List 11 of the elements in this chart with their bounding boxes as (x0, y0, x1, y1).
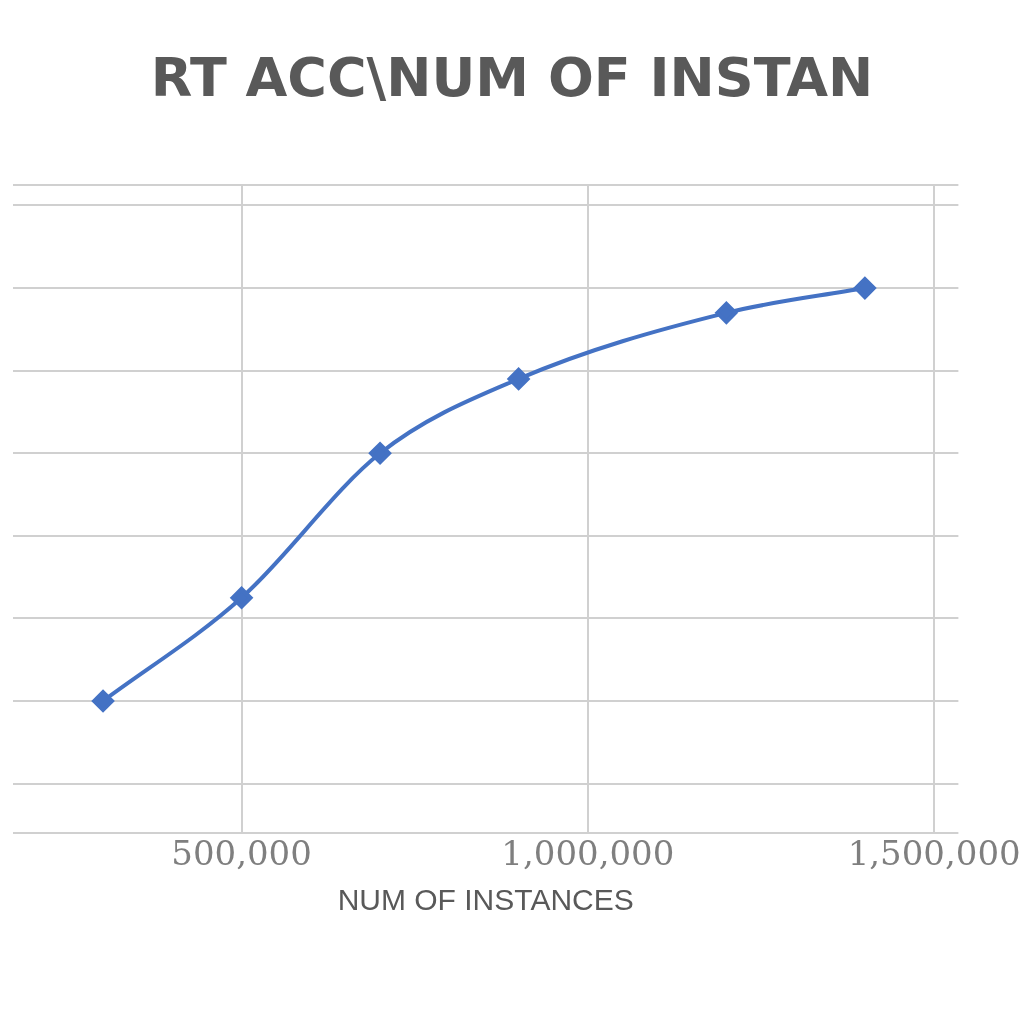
chart-title: RT ACC\NUM OF INSTAN (150, 46, 874, 110)
point (715, 301, 738, 324)
point (853, 277, 876, 300)
point (369, 442, 392, 465)
x-tick-label: 1,500,000 (847, 833, 1021, 874)
x-tick-label: 500,000 (171, 833, 312, 874)
point (230, 586, 253, 609)
x-tick-label: 1,000,000 (501, 833, 675, 874)
point (92, 690, 115, 713)
x-axis-title: NUM OF INSTANCES (337, 883, 634, 917)
point (507, 367, 530, 390)
